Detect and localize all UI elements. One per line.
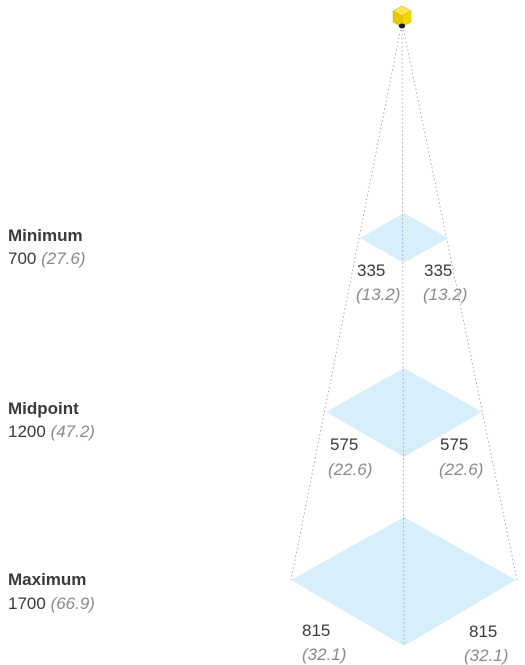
level-minimum: Minimum 700 (27.6) 335 (13.2) 335 (13.2) <box>8 226 467 304</box>
fov-guide-right <box>401 21 518 581</box>
sensor-device-icon <box>392 5 412 29</box>
distance-mm: 1200 <box>8 422 46 441</box>
right-width-alt: (13.2) <box>423 285 467 304</box>
distance-in: (47.2) <box>51 422 95 441</box>
level-title: Minimum <box>8 226 83 245</box>
plane-maximum <box>291 517 516 646</box>
distance-mm: 1700 <box>8 594 46 613</box>
level-midpoint: Midpoint 1200 (47.2) 575 (22.6) 575 (22.… <box>8 399 483 479</box>
level-distance: 1700 (66.9) <box>8 594 95 613</box>
left-width-alt: (22.6) <box>328 460 372 479</box>
left-width: 335 <box>357 261 385 280</box>
distance-mm: 700 <box>8 249 36 268</box>
level-title: Maximum <box>8 570 86 589</box>
left-width: 815 <box>302 621 330 640</box>
plane-midpoint <box>326 368 482 457</box>
left-width-alt: (13.2) <box>356 285 400 304</box>
right-width: 335 <box>424 261 452 280</box>
level-distance: 700 (27.6) <box>8 249 86 268</box>
fov-guide-left <box>290 21 403 581</box>
distance-in: (27.6) <box>41 249 85 268</box>
level-maximum: Maximum 1700 (66.9) 815 (32.1) 815 (32.1… <box>8 570 508 665</box>
right-width-alt: (32.1) <box>464 646 508 665</box>
right-width: 575 <box>440 435 468 454</box>
left-width-alt: (32.1) <box>302 645 346 664</box>
plane-minimum <box>360 213 448 263</box>
level-title: Midpoint <box>8 399 79 418</box>
right-width-alt: (22.6) <box>439 460 483 479</box>
level-distance: 1200 (47.2) <box>8 422 95 441</box>
right-width: 815 <box>469 622 497 641</box>
center-axis <box>401 21 405 647</box>
left-width: 575 <box>330 435 358 454</box>
distance-in: (66.9) <box>51 594 95 613</box>
